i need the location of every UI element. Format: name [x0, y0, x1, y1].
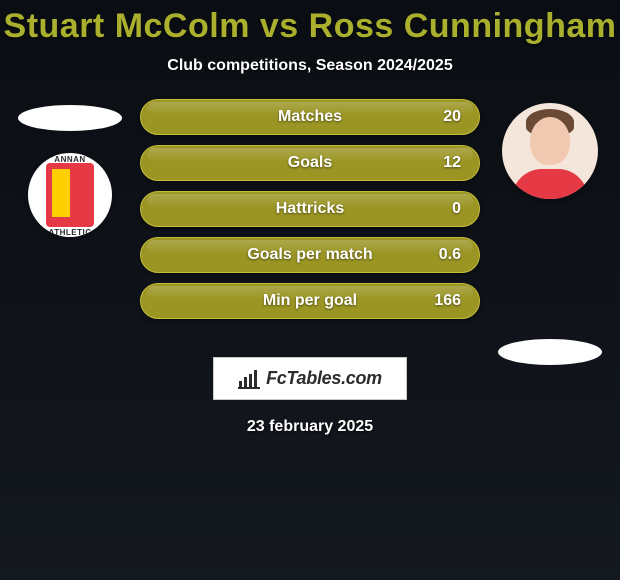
stat-label: Matches: [159, 108, 461, 126]
stat-row: Min per goal 166: [140, 283, 480, 319]
stat-value: 0: [452, 200, 461, 218]
stat-value: 0.6: [439, 246, 461, 264]
page-title: Stuart McColm vs Ross Cunningham: [0, 8, 620, 45]
annan-crest-icon: ANNAN ATHLETIC: [32, 157, 108, 233]
stat-row: Matches 20: [140, 99, 480, 135]
stat-label: Min per goal: [159, 292, 461, 310]
right-name-placeholder: [498, 339, 602, 365]
stat-label: Goals per match: [159, 246, 461, 264]
brand-text: FcTables.com: [266, 368, 382, 389]
left-player-column: ANNAN ATHLETIC: [18, 99, 122, 237]
stat-row: Goals per match 0.6: [140, 237, 480, 273]
footer: FcTables.com 23 february 2025: [0, 357, 620, 436]
stat-label: Hattricks: [159, 200, 461, 218]
brand-badge[interactable]: FcTables.com: [213, 357, 407, 400]
avatar-head: [530, 117, 570, 165]
date-text: 23 february 2025: [0, 418, 620, 436]
stat-row: Hattricks 0: [140, 191, 480, 227]
left-name-placeholder: [18, 105, 122, 131]
main-area: ANNAN ATHLETIC Matches 20 Goals 12: [0, 99, 620, 339]
crest-text-bottom: ATHLETIC: [32, 228, 108, 237]
stat-value: 12: [443, 154, 461, 172]
stat-value: 20: [443, 108, 461, 126]
avatar-shirt: [512, 169, 588, 199]
subtitle: Club competitions, Season 2024/2025: [0, 57, 620, 75]
crest-text-top: ANNAN: [32, 155, 108, 164]
comparison-card: Stuart McColm vs Ross Cunningham Club co…: [0, 0, 620, 436]
right-player-column: [498, 99, 602, 365]
stat-value: 166: [434, 292, 461, 310]
bar-chart-icon: [238, 369, 260, 389]
left-club-crest: ANNAN ATHLETIC: [28, 153, 112, 237]
stat-label: Goals: [159, 154, 461, 172]
right-player-avatar: [502, 103, 598, 199]
stats-table: Matches 20 Goals 12 Hattricks 0 Goals pe…: [140, 99, 480, 329]
stat-row: Goals 12: [140, 145, 480, 181]
